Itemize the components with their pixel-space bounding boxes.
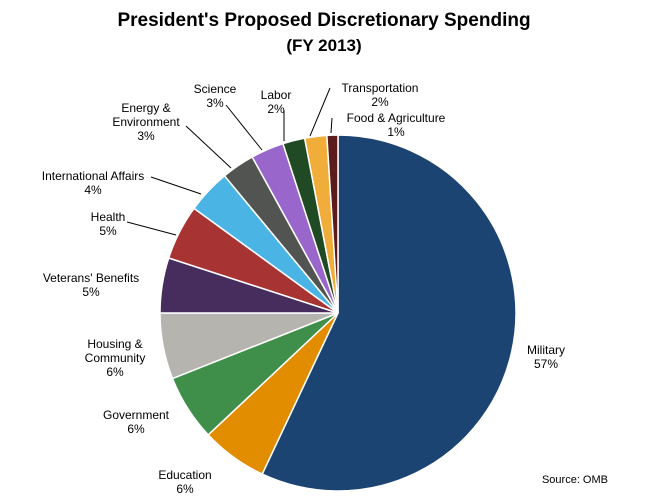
- leader-line-transportation: [309, 87, 331, 137]
- slice-percent: 5%: [99, 224, 117, 238]
- slice-percent: 5%: [82, 285, 100, 299]
- data-label-health: Health 5%: [91, 210, 126, 238]
- slice-name: Transportation: [341, 81, 419, 95]
- slice-percent: 57%: [533, 357, 559, 371]
- data-label-labor: Labor 2%: [261, 88, 292, 116]
- leader-line-science: [225, 104, 263, 151]
- chart-subtitle: (FY 2013): [286, 36, 362, 55]
- data-label-education: Education 6%: [158, 468, 211, 496]
- slice-percent: 1%: [387, 125, 405, 139]
- data-label-energy-environment: Energy & Environment 3%: [112, 101, 179, 143]
- data-label-housing-community: Housing & Community 6%: [85, 337, 146, 379]
- slice-percent: 6%: [127, 422, 145, 436]
- leader-line-international-affairs: [150, 176, 202, 195]
- slice-percent: 6%: [106, 365, 124, 379]
- data-label-government: Government 6%: [103, 408, 169, 436]
- slice-name: Government: [102, 408, 170, 422]
- chart-title: President's Proposed Discretionary Spend…: [117, 10, 531, 31]
- slice-percent: 2%: [371, 95, 389, 109]
- slice-military: [261, 134, 517, 492]
- leader-line-energy-environment: [185, 125, 232, 169]
- slice-name: Military: [527, 343, 565, 357]
- slice-percent: 4%: [84, 183, 102, 197]
- slice-name: Labor: [260, 88, 292, 102]
- slice-food-agriculture: [326, 134, 339, 314]
- slice-percent: 3%: [137, 129, 155, 143]
- data-label-transportation: Transportation 2%: [342, 81, 419, 109]
- slice-name: Science: [193, 82, 237, 96]
- slice-name: Veterans' Benefits: [42, 271, 140, 285]
- source-note: Source: OMB: [541, 474, 608, 486]
- data-label-science: Science 3%: [194, 82, 237, 110]
- slice-percent: 3%: [206, 96, 224, 110]
- slice-percent: 2%: [267, 102, 285, 116]
- leader-line-health: [126, 221, 177, 236]
- leader-line-food-agriculture: [330, 117, 333, 134]
- data-label-international-affairs: International Affairs 4%: [42, 169, 145, 197]
- slice-percent: 6%: [176, 482, 194, 496]
- slice-name: Health: [90, 210, 126, 224]
- slice-name: International Affairs: [41, 169, 145, 183]
- slice-name: Food & Agriculture: [346, 111, 446, 125]
- slice-name: Education: [158, 468, 212, 482]
- data-label-food-agriculture: Food & Agriculture 1%: [347, 111, 446, 139]
- slice-name: Housing & Community: [84, 337, 146, 365]
- data-label-military: Military 57%: [527, 343, 565, 371]
- slice-name: Energy & Environment: [112, 101, 180, 129]
- data-label-veterans-benefits: Veterans' Benefits 5%: [43, 271, 139, 299]
